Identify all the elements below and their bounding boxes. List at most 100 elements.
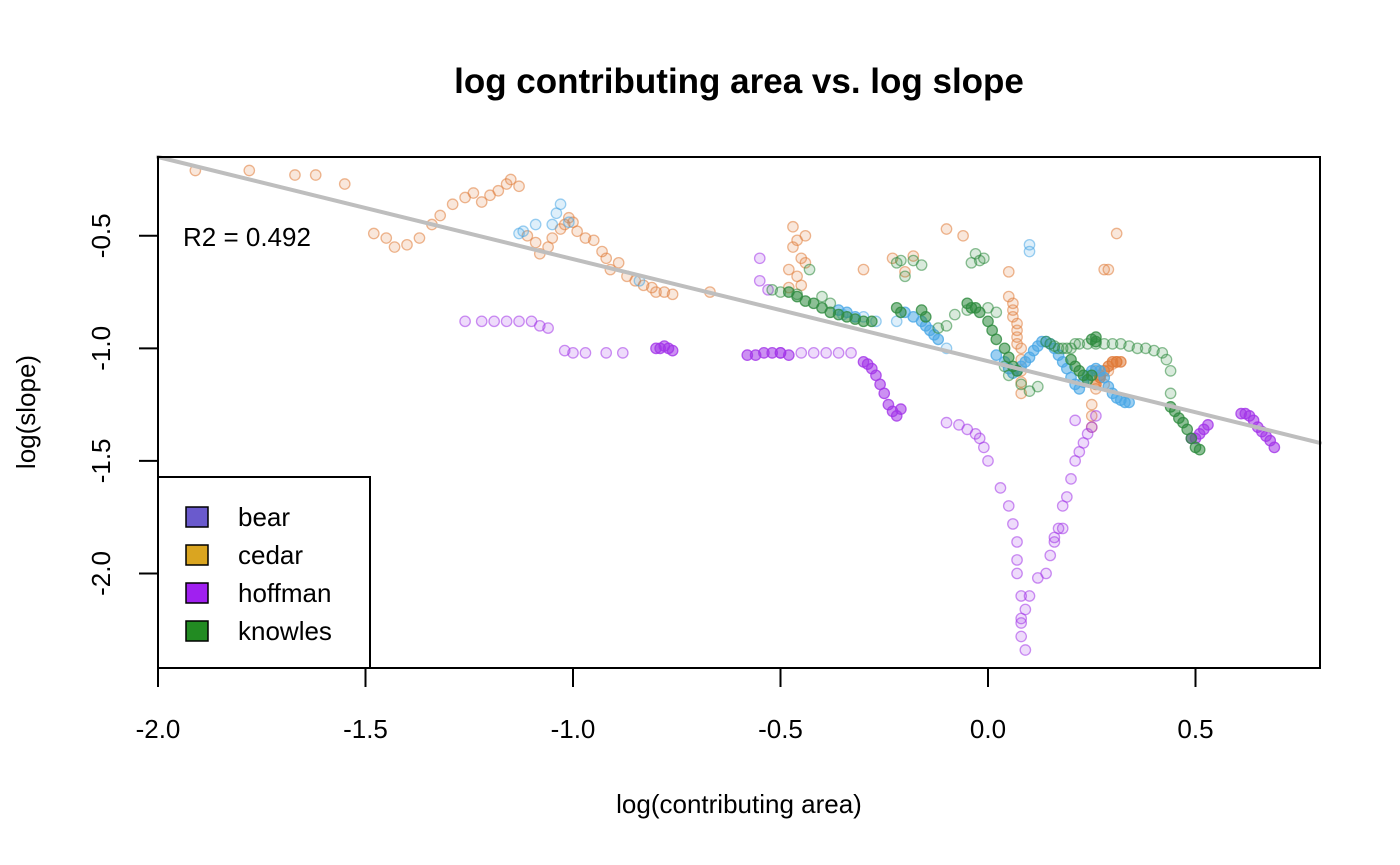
data-point bbox=[1031, 380, 1044, 393]
data-point bbox=[500, 315, 513, 328]
data-point bbox=[1102, 263, 1115, 276]
y-axis: -0.5 -1.0 -1.5 -2.0 bbox=[86, 213, 159, 596]
data-point bbox=[1069, 337, 1082, 350]
data-point bbox=[1011, 567, 1023, 580]
data-point bbox=[1048, 536, 1061, 548]
data-point bbox=[1023, 590, 1036, 602]
y-tick-label: -1.5 bbox=[86, 438, 116, 483]
data-point bbox=[816, 290, 828, 303]
data-point bbox=[1011, 536, 1023, 548]
data-point bbox=[616, 346, 629, 359]
data-point bbox=[1156, 346, 1169, 359]
points-layer bbox=[189, 164, 1281, 656]
data-point bbox=[832, 346, 845, 359]
data-point bbox=[367, 227, 380, 240]
data-point-dense bbox=[990, 349, 1003, 361]
data-point bbox=[894, 254, 907, 267]
data-point bbox=[554, 198, 567, 211]
data-point bbox=[666, 288, 679, 301]
data-point bbox=[1040, 567, 1052, 580]
y-axis-label: log(slope) bbox=[11, 355, 41, 469]
data-point bbox=[1007, 518, 1019, 530]
x-tick-label: -2.0 bbox=[136, 714, 181, 744]
data-point bbox=[1015, 617, 1028, 629]
data-point-dense bbox=[782, 349, 795, 361]
y-tick-label: -2.0 bbox=[86, 551, 116, 596]
data-point bbox=[940, 416, 953, 429]
series-0 bbox=[189, 164, 1127, 433]
data-point-dense bbox=[894, 306, 907, 319]
data-point-dense bbox=[865, 315, 878, 328]
data-point-dense bbox=[666, 344, 679, 357]
data-point bbox=[1052, 522, 1065, 535]
y-tick-label: -0.5 bbox=[86, 213, 116, 258]
data-point bbox=[807, 346, 820, 359]
legend-label: knowles bbox=[238, 616, 332, 646]
data-point bbox=[446, 198, 459, 211]
data-point bbox=[1131, 342, 1144, 355]
data-point-dense bbox=[894, 403, 907, 415]
data-point bbox=[1065, 473, 1077, 485]
series-3 bbox=[766, 247, 1206, 456]
data-point bbox=[488, 315, 500, 328]
data-point bbox=[940, 223, 953, 235]
data-point bbox=[401, 238, 413, 251]
data-point bbox=[1002, 265, 1015, 278]
data-point-dense bbox=[932, 333, 945, 346]
data-point bbox=[1002, 500, 1015, 512]
x-axis-label: log(contributing area) bbox=[616, 789, 862, 819]
x-tick-label: -1.0 bbox=[551, 714, 596, 744]
data-point bbox=[845, 346, 857, 359]
data-point bbox=[289, 169, 301, 181]
data-point bbox=[1160, 353, 1173, 366]
data-point bbox=[940, 319, 953, 332]
regression-line bbox=[156, 155, 1322, 445]
data-point bbox=[982, 455, 994, 467]
data-point bbox=[546, 218, 559, 231]
data-point bbox=[803, 263, 816, 276]
data-point bbox=[459, 315, 471, 328]
data-point bbox=[542, 322, 554, 334]
r2-annotation: R2 = 0.492 bbox=[183, 222, 311, 252]
data-point bbox=[1007, 310, 1019, 323]
data-point bbox=[915, 259, 928, 271]
data-point bbox=[1164, 387, 1177, 400]
data-point bbox=[388, 241, 401, 253]
chart-title: log contributing area vs. log slope bbox=[454, 62, 1024, 101]
data-point bbox=[1073, 337, 1086, 350]
data-point bbox=[957, 229, 969, 242]
data-point bbox=[1069, 414, 1082, 427]
data-point bbox=[1164, 365, 1177, 377]
data-point bbox=[513, 315, 525, 328]
data-point bbox=[820, 346, 833, 359]
data-point bbox=[243, 164, 256, 177]
legend-item: cedar bbox=[185, 540, 303, 570]
data-point bbox=[1015, 630, 1028, 643]
data-point bbox=[1056, 342, 1069, 355]
data-point bbox=[504, 173, 517, 186]
data-point bbox=[513, 180, 525, 193]
data-point bbox=[1056, 522, 1069, 535]
legend-label: hoffman bbox=[238, 578, 331, 608]
data-point bbox=[1044, 549, 1057, 562]
data-point bbox=[596, 245, 608, 258]
data-point bbox=[977, 252, 990, 265]
legend: bear cedar hoffman knowles bbox=[157, 476, 371, 669]
data-point bbox=[338, 178, 351, 190]
data-point bbox=[1019, 644, 1032, 656]
data-point-dense bbox=[1193, 443, 1206, 456]
data-point bbox=[1052, 342, 1065, 355]
data-point bbox=[795, 346, 808, 359]
data-point bbox=[529, 218, 542, 231]
series-2 bbox=[459, 252, 1281, 656]
data-point bbox=[600, 252, 613, 265]
data-point bbox=[994, 482, 1007, 494]
legend-label: bear bbox=[238, 502, 290, 532]
data-point-dense bbox=[990, 333, 1003, 346]
data-point bbox=[762, 283, 774, 296]
data-point bbox=[1085, 421, 1098, 433]
legend-swatch bbox=[185, 582, 209, 604]
data-point-dense bbox=[919, 310, 932, 323]
data-point bbox=[1085, 410, 1098, 422]
data-point bbox=[475, 315, 488, 328]
